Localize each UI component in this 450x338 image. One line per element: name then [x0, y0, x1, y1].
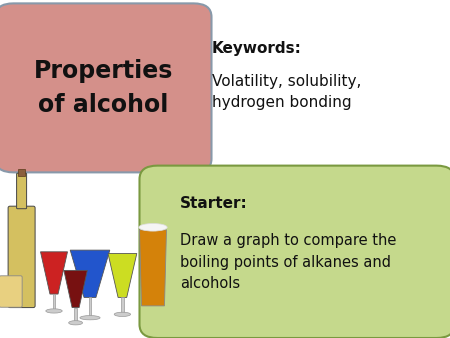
Text: Volatility, solubility,
hydrogen bonding: Volatility, solubility, hydrogen bonding: [212, 74, 361, 110]
Polygon shape: [70, 250, 110, 297]
Polygon shape: [108, 254, 137, 297]
Polygon shape: [53, 294, 55, 311]
Ellipse shape: [80, 316, 100, 320]
FancyBboxPatch shape: [17, 173, 27, 209]
Text: Properties
of alcohol: Properties of alcohol: [34, 59, 173, 117]
Polygon shape: [121, 297, 124, 314]
Text: Draw a graph to compare the
boiling points of alkanes and
alcohols: Draw a graph to compare the boiling poin…: [180, 233, 396, 291]
Ellipse shape: [69, 321, 82, 325]
Text: Keywords:: Keywords:: [212, 41, 302, 55]
Polygon shape: [64, 270, 87, 308]
Polygon shape: [74, 308, 77, 323]
FancyBboxPatch shape: [140, 166, 450, 338]
FancyBboxPatch shape: [8, 206, 35, 308]
Ellipse shape: [139, 223, 167, 231]
Polygon shape: [89, 297, 91, 318]
Polygon shape: [40, 252, 68, 294]
Ellipse shape: [114, 312, 130, 316]
Ellipse shape: [46, 309, 62, 313]
FancyBboxPatch shape: [0, 276, 22, 307]
Text: Starter:: Starter:: [180, 196, 248, 211]
Polygon shape: [140, 230, 166, 306]
FancyBboxPatch shape: [0, 3, 212, 172]
Bar: [18, 169, 25, 176]
